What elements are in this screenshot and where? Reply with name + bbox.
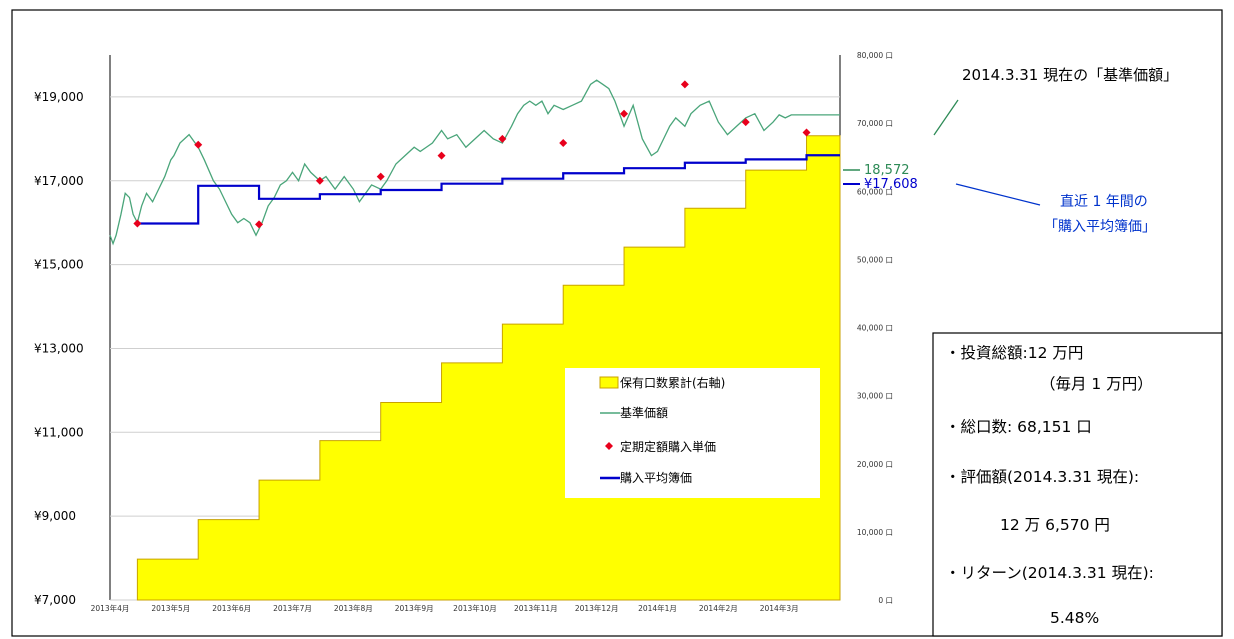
left-tick-label: ¥13,000 bbox=[34, 341, 84, 355]
legend-label-units: 保有口数累計(右軸) bbox=[620, 375, 725, 390]
x-tick-label: 2013年4月 bbox=[91, 603, 130, 613]
info-box: ・投資総額:12 万円 （毎月 1 万円） ・総口数: 68,151 口 ・評価… bbox=[932, 332, 1223, 637]
info-total-investment: ・投資総額:12 万円 bbox=[945, 344, 1083, 362]
x-tick-label: 2014年2月 bbox=[699, 603, 738, 613]
x-tick-label: 2013年5月 bbox=[151, 603, 190, 613]
legend-box bbox=[565, 368, 820, 498]
purchase-point bbox=[437, 151, 446, 160]
right-tick-label: 20,000 口 bbox=[857, 460, 893, 469]
right-tick-label: 70,000 口 bbox=[857, 119, 893, 128]
units-area-path bbox=[136, 135, 841, 601]
left-tick-label: ¥9,000 bbox=[34, 509, 76, 523]
right-tick-label: 50,000 口 bbox=[857, 255, 893, 264]
left-tick-label: ¥19,000 bbox=[34, 90, 84, 104]
purchase-point bbox=[741, 118, 750, 127]
legend-label-nav: 基準価額 bbox=[620, 405, 668, 420]
avg-annotation-line1: 直近 1 年間の bbox=[1060, 193, 1148, 210]
legend-swatch-purchase bbox=[605, 442, 613, 450]
x-tick-label: 2013年6月 bbox=[212, 603, 251, 613]
outer-frame bbox=[11, 9, 1223, 637]
x-tick-label: 2013年7月 bbox=[273, 603, 312, 613]
info-valuation-value: 12 万 6,570 円 bbox=[1000, 516, 1110, 534]
right-tick-label: 60,000 口 bbox=[857, 187, 893, 196]
avg-annotation-leader bbox=[955, 183, 1041, 206]
purchase-point bbox=[620, 109, 629, 118]
purchase-point bbox=[255, 220, 264, 229]
left-tick-label: ¥15,000 bbox=[34, 258, 84, 272]
avg-end-label: ¥17,608 bbox=[864, 177, 918, 192]
avg-cost-series-line bbox=[137, 154, 840, 225]
info-valuation-label: ・評価額(2014.3.31 現在): bbox=[945, 468, 1139, 486]
x-axis-ticks: 2013年4月 2013年5月 2013年6月 2013年7月 2013年8月 2013年… bbox=[91, 603, 799, 613]
avg-annotation-line2: 「購入平均簿価」 bbox=[1044, 219, 1156, 235]
nav-polyline bbox=[109, 79, 840, 246]
avg-cost-path bbox=[137, 154, 840, 225]
legend-swatch-units bbox=[599, 376, 619, 389]
info-return-value: 5.48% bbox=[1050, 609, 1099, 627]
left-axis-ticks: ¥7,000 ¥9,000 ¥11,000 ¥13,000 ¥15,000 ¥17,000… bbox=[34, 90, 84, 607]
right-axis-ticks: 0 口 10,000 口 20,000 口 30,000 口 40,000 口 50,00… bbox=[857, 51, 893, 605]
legend: 保有口数累計(右軸) 基準価額 定期定額購入単価 購入平均簿価 bbox=[565, 368, 820, 498]
nav-end-label: 18,572 bbox=[864, 163, 910, 178]
info-total-units: ・総口数: 68,151 口 bbox=[945, 418, 1092, 436]
right-tick-label: 80,000 口 bbox=[857, 51, 893, 60]
purchase-point bbox=[498, 134, 507, 143]
right-tick-label: 30,000 口 bbox=[857, 392, 893, 401]
x-tick-label: 2013年12月 bbox=[575, 603, 619, 613]
purchase-points bbox=[133, 80, 811, 229]
x-tick-label: 2014年3月 bbox=[760, 603, 799, 613]
legend-label-avg: 購入平均簿価 bbox=[620, 470, 692, 485]
legend-label-purchase: 定期定額購入単価 bbox=[620, 439, 716, 454]
x-tick-label: 2013年10月 bbox=[453, 603, 497, 613]
purchase-point bbox=[680, 80, 689, 89]
purchase-point bbox=[315, 176, 324, 185]
nav-annotation: 2014.3.31 現在の「基準価額」 bbox=[962, 66, 1178, 84]
left-tick-label: ¥7,000 bbox=[34, 593, 76, 607]
info-box-frame bbox=[932, 332, 1223, 637]
info-return-label: ・リターン(2014.3.31 現在): bbox=[945, 564, 1154, 582]
purchase-point bbox=[559, 139, 568, 148]
right-tick-label: 10,000 口 bbox=[857, 528, 893, 537]
nav-annotation-leader bbox=[933, 99, 959, 136]
info-monthly: （毎月 1 万円） bbox=[1040, 375, 1153, 393]
right-tick-label: 40,000 口 bbox=[857, 324, 893, 333]
right-tick-label: 0 口 bbox=[878, 596, 893, 605]
left-tick-label: ¥17,000 bbox=[34, 174, 84, 188]
nav-series-line bbox=[109, 79, 840, 246]
x-tick-label: 2013年11月 bbox=[514, 603, 558, 613]
x-tick-label: 2014年1月 bbox=[638, 603, 677, 613]
left-tick-label: ¥11,000 bbox=[34, 425, 84, 439]
purchase-point bbox=[376, 172, 385, 181]
x-tick-label: 2013年9月 bbox=[395, 603, 434, 613]
purchase-point bbox=[802, 128, 811, 137]
x-tick-label: 2013年8月 bbox=[334, 603, 373, 613]
purchase-point bbox=[133, 219, 142, 228]
purchase-point bbox=[194, 140, 203, 149]
units-step-area bbox=[136, 135, 841, 601]
